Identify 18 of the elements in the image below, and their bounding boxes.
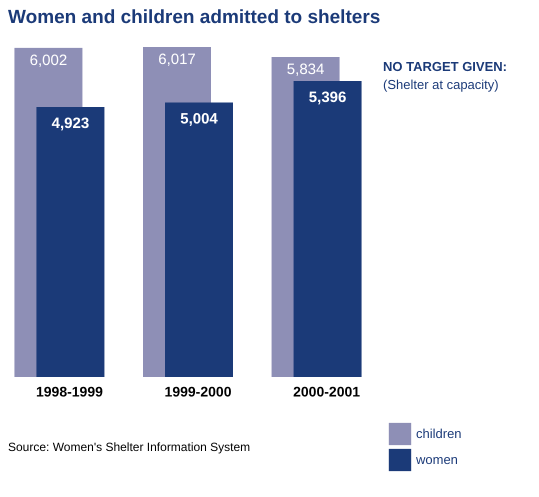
x-tick-label: 1999-2000 xyxy=(164,384,232,400)
legend-label: women xyxy=(415,452,458,467)
bar xyxy=(294,81,362,377)
x-tick-label: 2000-2001 xyxy=(293,384,360,400)
x-tick-label: 1998-1999 xyxy=(36,384,104,400)
data-label: 5,396 xyxy=(308,89,346,106)
bar xyxy=(165,102,233,377)
bar xyxy=(36,107,104,377)
data-label: 5,004 xyxy=(180,110,218,128)
data-label: 6,017 xyxy=(158,51,196,68)
source-note: Source: Women's Shelter Information System xyxy=(8,440,250,454)
chart-title: Women and children admitted to shelters xyxy=(8,7,380,28)
data-label: 4,923 xyxy=(52,115,90,132)
data-label: 5,834 xyxy=(286,61,324,78)
legend-label: children xyxy=(416,426,462,441)
annotation: NO TARGET GIVEN: xyxy=(383,59,507,74)
data-label: 6,002 xyxy=(30,52,68,69)
annotation: (Shelter at capacity) xyxy=(383,77,499,92)
